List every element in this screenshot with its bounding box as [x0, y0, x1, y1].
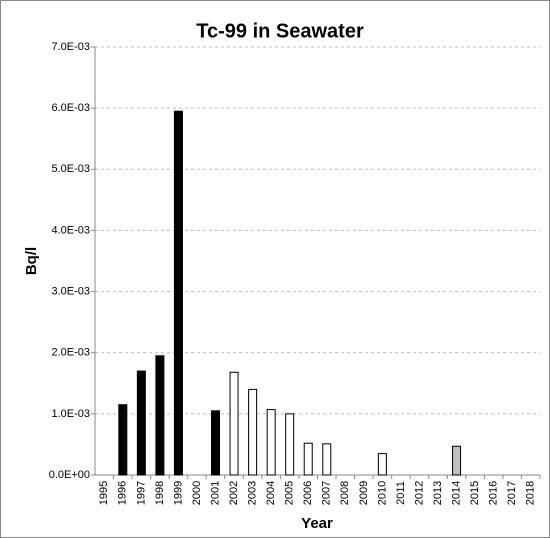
y-tick-label: 7.0E-03: [51, 41, 90, 53]
bar: [303, 442, 313, 476]
x-tick-label: 1998: [154, 481, 166, 505]
x-tick-label: 2018: [525, 481, 537, 505]
x-tick-label: 2009: [358, 481, 370, 505]
y-tick-label: 4.0E-03: [51, 224, 90, 236]
x-axis-label: Year: [301, 515, 333, 532]
x-tick-label: 2016: [488, 481, 500, 505]
x-tick-label: 2001: [209, 481, 221, 505]
x-tick-label: 2013: [432, 481, 444, 505]
x-tick-label: 2017: [506, 481, 518, 505]
y-axis-label: Bq/l: [23, 247, 40, 275]
x-tick-label: 1999: [172, 481, 184, 505]
bar: [118, 404, 128, 476]
y-tick-label: 3.0E-03: [51, 285, 90, 297]
bar: [266, 409, 276, 476]
x-tick-label: 2015: [469, 481, 481, 505]
bar: [377, 453, 387, 476]
bar: [173, 110, 183, 476]
x-tick-label: 1995: [98, 481, 110, 505]
x-tick-label: 2005: [284, 481, 296, 505]
y-tick-label: 1.0E-03: [51, 408, 90, 420]
y-tick-label: 6.0E-03: [51, 102, 90, 114]
bar: [452, 445, 462, 476]
y-tick-label: 2.0E-03: [51, 347, 90, 359]
x-tick-label: 2002: [228, 481, 240, 505]
x-tick-label: 2007: [321, 481, 333, 505]
x-tick-label: 1996: [117, 481, 129, 505]
bar: [155, 355, 165, 476]
bar: [285, 413, 295, 476]
x-tick-label: 2011: [395, 481, 407, 505]
x-tick-label: 2010: [376, 481, 388, 505]
chart-title: Tc-99 in Seawater: [196, 20, 364, 42]
x-tick-label: 2000: [191, 481, 203, 505]
y-tick-label: 0.0E+00: [49, 469, 90, 481]
y-tick-label: 5.0E-03: [51, 163, 90, 175]
bar: [322, 443, 332, 476]
bar: [248, 388, 258, 476]
x-tick-label: 2008: [339, 481, 351, 505]
x-tick-label: 2006: [302, 481, 314, 505]
bar: [136, 370, 146, 476]
x-tick-label: 2004: [265, 481, 277, 505]
bar: [229, 371, 239, 476]
x-tick-label: 2014: [450, 481, 462, 505]
x-tick-label: 1997: [135, 481, 147, 505]
bar: [211, 410, 221, 476]
x-tick-label: 2012: [413, 481, 425, 505]
x-tick-label: 2003: [247, 481, 259, 505]
